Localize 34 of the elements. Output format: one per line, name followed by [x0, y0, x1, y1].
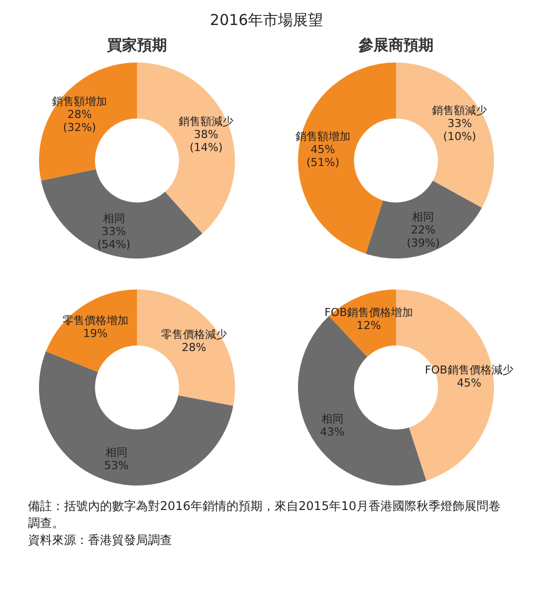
text: 2016年市場展望: [208, 10, 324, 31]
donut-slice: [366, 180, 482, 258]
data-label: 45% (51%): [306, 142, 340, 168]
data-label: 53%: [104, 458, 129, 472]
data-label: 45%: [456, 376, 482, 389]
donut-slice: [298, 316, 426, 486]
text: 備註：括號內的數字為對2016年銷情的預期，來自2015年10月香港國際秋季燈飾展問卷調查。: [28, 498, 502, 532]
slice-label: 零售價格減少: [161, 327, 228, 340]
data-label: 33% (10%): [443, 116, 476, 142]
donut-slice: [137, 62, 235, 234]
slice-label: 相同: [321, 412, 344, 426]
data-label: 28%: [182, 340, 206, 354]
chart-subtitle: 參展商預期: [358, 36, 434, 56]
donut-slice: [396, 62, 494, 208]
data-label: 12%: [356, 318, 381, 332]
slice-label: FOB銷售價格減少: [424, 362, 514, 376]
donut-slice: [41, 169, 202, 258]
source-note: 資料來源：香港貿發局調查: [28, 532, 173, 549]
slice-label: 相同: [412, 210, 434, 223]
donut-slice: [137, 290, 235, 406]
slice-label: 相同: [105, 446, 128, 459]
slice-label: 銷售額減少: [178, 114, 234, 128]
data-label: 38% (14%): [190, 128, 223, 154]
data-label: 22% (39%): [406, 222, 440, 249]
data-label: 28% (32%): [63, 107, 96, 134]
slice-label: 相同: [102, 211, 125, 224]
slice-label: 銷售額減少: [432, 103, 488, 116]
donut-slice: [39, 62, 137, 181]
chart-subtitle: 買家預期: [107, 36, 167, 56]
data-label: 19%: [83, 326, 108, 340]
data-label: 33% (54%): [97, 224, 130, 250]
donut-slice: [46, 290, 137, 372]
data-label: 43%: [320, 425, 345, 438]
donut-slice: [39, 351, 234, 486]
